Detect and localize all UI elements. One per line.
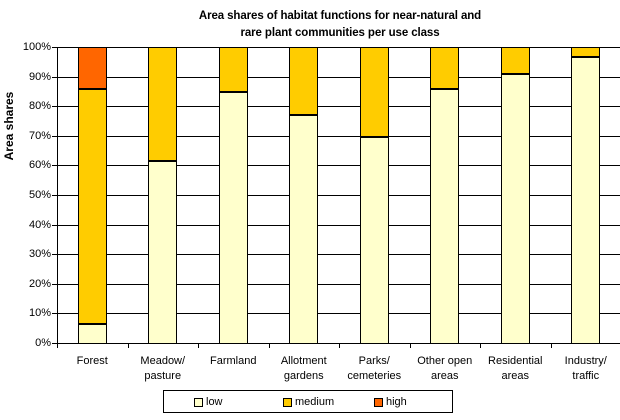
y-tick-label: 70% <box>28 129 51 142</box>
chart-title: Area shares of habitat functions for nea… <box>130 8 550 42</box>
y-tick-label: 100% <box>22 41 51 53</box>
bar-segment-medium <box>218 47 248 91</box>
bar-segment-low <box>218 90 248 343</box>
y-tick-label: 40% <box>28 218 51 231</box>
bar-parks-cemeteries <box>359 47 389 343</box>
bar-meadow-pasture <box>148 47 178 343</box>
x-tick-label: Allotment gardens <box>280 355 327 382</box>
x-tick <box>127 343 129 348</box>
x-tick <box>198 343 199 348</box>
gridline <box>57 313 620 315</box>
legend-item-high: high <box>374 396 407 408</box>
legend-label-high: high <box>386 396 407 408</box>
y-tick <box>52 135 57 137</box>
bar-industry-traffic <box>571 47 601 343</box>
bar-forest <box>77 47 107 343</box>
bar-segment-low <box>571 56 601 343</box>
plot-area: 0% 10% 20% 30% 40% 50% 60% 70% 80% 90% 100% <box>23 41 620 349</box>
y-tick <box>52 283 57 285</box>
gridline <box>57 47 620 48</box>
y-tick-label: 90% <box>28 70 51 83</box>
y-tick <box>52 76 57 78</box>
y-tick <box>52 47 57 48</box>
x-tick <box>480 343 481 348</box>
x-tick <box>550 343 552 348</box>
y-tick <box>52 106 57 108</box>
gridline <box>57 195 620 196</box>
y-axis-label: Area shares <box>2 91 16 161</box>
bar-segment-medium <box>289 47 319 114</box>
gridline <box>57 106 620 108</box>
chart-title-line-2: rare plant communities per use class <box>240 27 440 39</box>
bar-segment-medium <box>500 47 530 74</box>
x-tick <box>268 343 270 348</box>
bar-segment-low <box>359 136 389 343</box>
x-tick <box>57 343 58 348</box>
x-axis <box>57 343 620 344</box>
bar-other-open-areas <box>430 47 460 343</box>
y-tick-label: 50% <box>28 189 51 201</box>
bar-segment-low <box>500 73 530 343</box>
legend-swatch-medium <box>283 397 292 407</box>
bar-segment-low <box>77 323 107 343</box>
x-tick-label: Meadow/pasture <box>140 355 186 382</box>
gridline <box>57 224 620 226</box>
y-tick <box>52 195 57 196</box>
y-tick <box>52 313 57 315</box>
legend-label-low: low <box>206 396 223 408</box>
bar-farmland <box>218 47 248 343</box>
legend-swatch-high <box>374 397 383 407</box>
legend: low medium high <box>163 390 453 413</box>
y-tick <box>52 165 57 167</box>
bar-segment-low <box>289 113 319 343</box>
bar-residential-areas <box>500 47 530 343</box>
gridline <box>57 283 620 285</box>
y-tick <box>52 343 57 344</box>
bar-segment-medium <box>77 87 107 324</box>
legend-item-low: low <box>194 396 223 408</box>
x-tick-label: Residential areas <box>488 355 543 382</box>
bar-segment-high <box>77 47 107 88</box>
y-tick <box>52 224 57 226</box>
legend-item-medium: medium <box>283 396 334 408</box>
bar-allotment-gardens <box>289 47 319 343</box>
gridline <box>57 76 620 78</box>
y-tick-label: 10% <box>28 307 51 320</box>
x-tick-label: Parks/cemeteries <box>347 355 402 382</box>
y-tick-label: 80% <box>28 100 51 113</box>
gridline <box>57 135 620 137</box>
bar-segment-low <box>430 87 460 343</box>
bar-segment-medium <box>571 47 601 57</box>
x-tick-label: Industry/traffic <box>564 355 607 382</box>
x-tick-label: Forest <box>76 355 108 367</box>
gridline <box>57 254 620 256</box>
bar-segment-low <box>148 160 178 343</box>
x-tick <box>409 343 411 348</box>
y-tick-label: 60% <box>28 159 51 172</box>
y-tick <box>52 254 57 256</box>
chart-title-line-1: Area shares of habitat functions for nea… <box>198 10 482 22</box>
gridline <box>57 165 620 167</box>
bar-segment-medium <box>359 47 389 137</box>
y-tick-label: 30% <box>28 248 51 261</box>
y-axis <box>57 47 58 343</box>
bar-segment-medium <box>148 47 178 161</box>
bar-segment-medium <box>430 47 460 88</box>
legend-label-medium: medium <box>295 396 335 408</box>
x-tick-label: Farmland <box>210 355 257 367</box>
y-tick-label: 20% <box>28 277 51 290</box>
y-tick-label: 0% <box>35 337 51 349</box>
x-tick <box>339 343 340 348</box>
x-tick-label: Other open areas <box>417 355 473 382</box>
legend-swatch-low <box>194 397 203 407</box>
